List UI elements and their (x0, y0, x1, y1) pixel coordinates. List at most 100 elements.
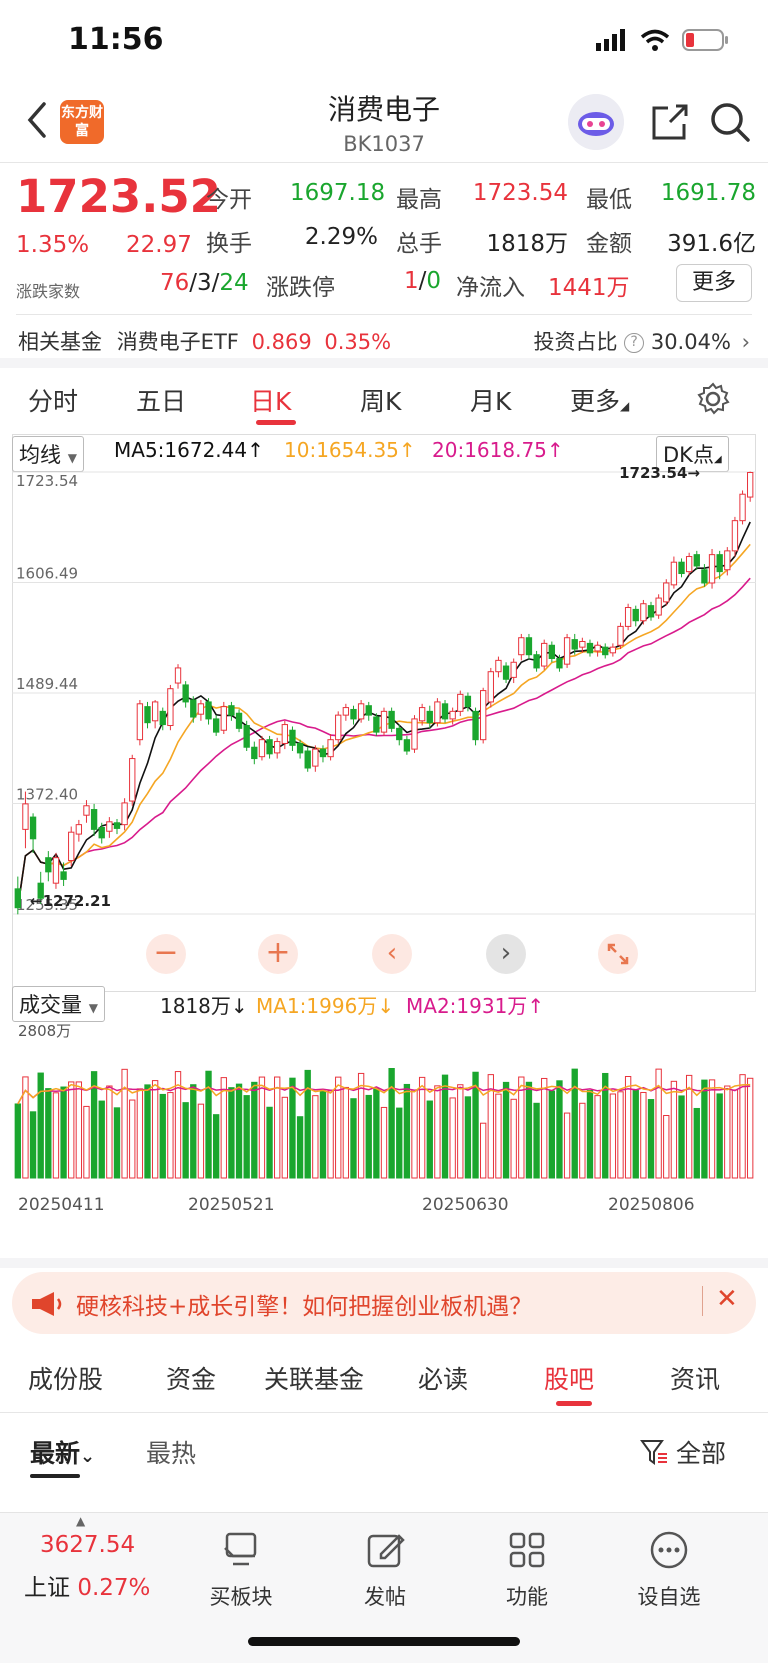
candle-body (533, 654, 540, 669)
tab-intraday[interactable]: 分时 (28, 387, 79, 416)
volume-bar (52, 1092, 60, 1179)
filter-icon (640, 1440, 667, 1465)
candle-body (571, 639, 578, 650)
volume-bar (335, 1076, 342, 1179)
volume-bar (144, 1084, 151, 1179)
volume-bar (113, 1107, 121, 1179)
promo-banner[interactable] (12, 1272, 756, 1334)
scroll-left-button[interactable]: ‹ (372, 934, 412, 974)
candle-body (632, 608, 639, 622)
fund-name: 消费电子ETF (116, 330, 239, 354)
page-title: 消费电子 (327, 93, 440, 126)
last-price: 1723.52 (16, 170, 221, 223)
triangle-down-icon: ◢ (620, 399, 630, 413)
settings-gear-icon[interactable] (696, 382, 730, 416)
tab-monthly-k[interactable]: 月K (470, 387, 512, 416)
volume-bar (685, 1074, 693, 1179)
volume-bar (45, 1088, 52, 1179)
vol-legend: 1818万↓ (160, 994, 248, 1018)
candle-body (449, 710, 456, 720)
trade-icon (224, 1532, 257, 1566)
dk-button[interactable]: DK点◢ (656, 436, 729, 472)
candle-body (396, 727, 403, 741)
back-icon[interactable] (20, 98, 54, 142)
candle-body (586, 642, 594, 654)
candle-body (197, 703, 205, 715)
candle-body (617, 625, 624, 646)
candle-body (541, 642, 548, 667)
search-icon[interactable] (708, 100, 752, 144)
wifi-icon (640, 29, 670, 51)
candle-body (174, 667, 182, 684)
volume-bar (151, 1080, 159, 1179)
tab-forum[interactable]: 股吧 (544, 1365, 595, 1394)
kline-chart[interactable]: 1723.54 1606.49 1489.44 1372.40 1255.35 1723.… (12, 466, 756, 986)
tab-weekly-k[interactable]: 周K (360, 387, 402, 416)
sort-hot[interactable]: 最热 (146, 1439, 197, 1468)
grid-icon (509, 1532, 545, 1568)
candle-body (457, 693, 464, 712)
tab-five-day[interactable]: 五日 (136, 387, 187, 416)
close-icon[interactable]: ✕ (716, 1284, 738, 1314)
tab-news[interactable]: 资讯 (670, 1365, 721, 1394)
tab-daily-k[interactable]: 日K (250, 387, 292, 416)
fund-label: 相关基金 (18, 330, 102, 354)
sort-latest[interactable]: 最新⌄ (30, 1434, 95, 1470)
tab-must-read[interactable]: 必读 (418, 1365, 469, 1394)
tab-constituents[interactable]: 成份股 (28, 1365, 104, 1394)
tab-underline (556, 1401, 592, 1406)
candle-body (655, 597, 662, 616)
tab-funds-flow[interactable]: 资金 (166, 1365, 217, 1394)
ratio-label: 投资占比 (533, 330, 618, 354)
assistant-robot-icon[interactable] (568, 94, 624, 150)
candle-body (98, 826, 105, 839)
volume-bar (731, 1089, 739, 1179)
nav-add-watchlist[interactable]: 设自选 (614, 1528, 724, 1611)
volume-bar (182, 1102, 189, 1179)
candle-body (480, 690, 487, 741)
volume-bar (251, 1081, 258, 1179)
tab-related-funds[interactable]: 关联基金 (264, 1365, 365, 1394)
candle-body (75, 824, 83, 835)
nav-functions[interactable]: 功能 (472, 1528, 582, 1611)
banner-text[interactable]: 硬核科技+成长引擎！如何把握创业板机遇？ (76, 1294, 533, 1320)
volume-bar (281, 1096, 288, 1179)
related-fund[interactable]: 相关基金 消费电子ETF 0.869 0.35% (18, 326, 391, 356)
nav-post[interactable]: 发帖 (330, 1528, 440, 1611)
candle-body (602, 646, 609, 656)
scroll-right-button[interactable]: › (486, 934, 526, 974)
ma20-legend: 20:1618.75↑ (432, 438, 564, 462)
investment-ratio[interactable]: 投资占比 ? 30.04% › (533, 326, 750, 356)
expand-icon[interactable] (598, 934, 638, 974)
volume-chart[interactable]: 2808万 20250411 20250521 20250630 20250806 (12, 1018, 756, 1236)
index-value[interactable]: 3627.54 (40, 1532, 136, 1558)
ma10-legend: 10:1654.35↑ (284, 438, 416, 462)
index-ticker[interactable]: 上证 0.27% (24, 1568, 150, 1602)
zoom-in-button[interactable]: + (258, 934, 298, 974)
low-label: 最低 (586, 187, 632, 213)
volume-bar (205, 1070, 212, 1179)
help-icon[interactable]: ? (624, 333, 645, 353)
candle-body (464, 695, 472, 708)
candle-body (365, 705, 372, 716)
candle-body (274, 741, 281, 754)
filter-all[interactable]: 全部 (640, 1434, 726, 1470)
candle-body (548, 644, 556, 659)
down-count: 24 (219, 270, 249, 296)
indicator-select[interactable]: 成交量 ▼ (12, 986, 105, 1022)
share-icon[interactable] (648, 100, 692, 144)
candle-body (624, 607, 632, 627)
volume-bar (571, 1068, 578, 1179)
up-count: 76 (160, 270, 190, 296)
tab-underline (256, 420, 296, 425)
zoom-out-button[interactable]: − (146, 934, 186, 974)
more-quote-button[interactable]: 更多 (676, 264, 752, 302)
volume-bar (602, 1072, 609, 1179)
candle-body (525, 637, 533, 656)
volume-bar (632, 1089, 639, 1179)
kline-chart-frame (12, 434, 756, 992)
candle-body (22, 803, 29, 830)
nav-buy-sector[interactable]: 买板块 (186, 1528, 296, 1611)
candle-body (90, 809, 98, 830)
tab-more[interactable]: 更多◢ (570, 382, 629, 418)
